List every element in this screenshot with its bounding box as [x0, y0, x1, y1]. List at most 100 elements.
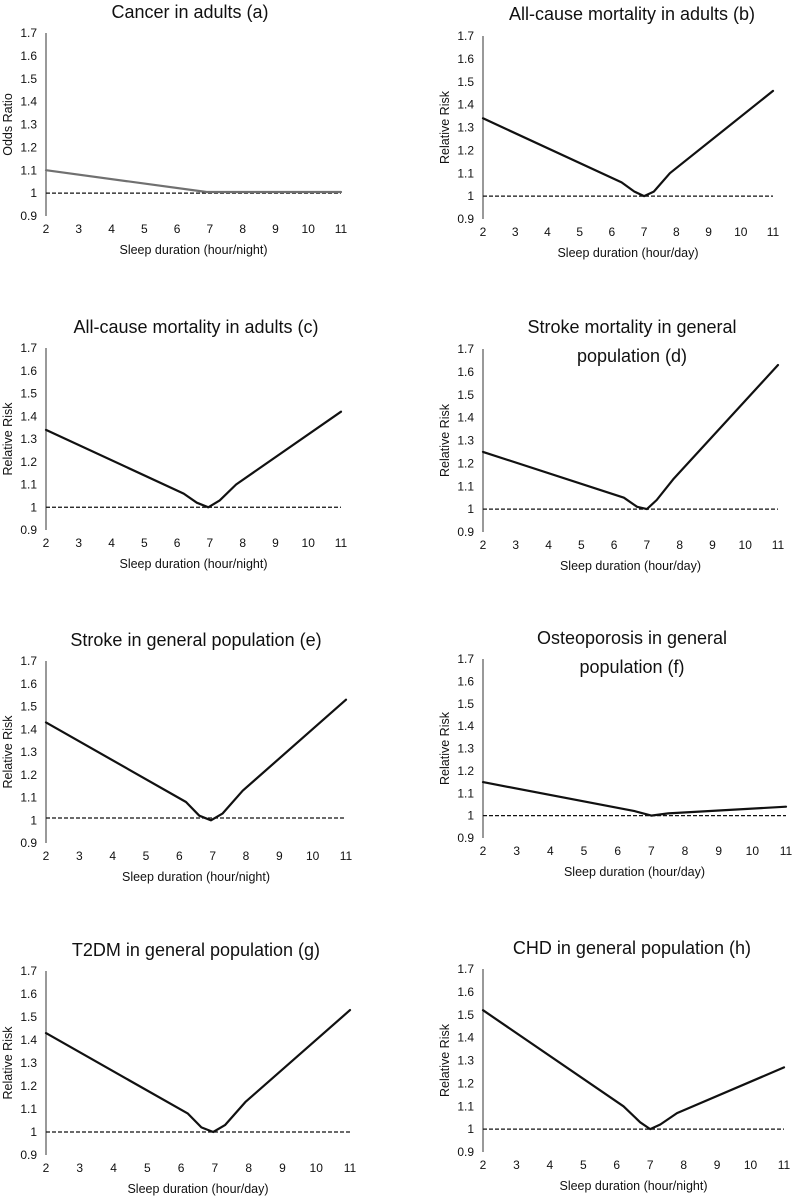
y-tick-label: 1.3	[20, 1056, 37, 1070]
series-line	[481, 1009, 786, 1131]
x-tick-label: 10	[744, 1158, 758, 1172]
y-tick-label: 1.3	[457, 742, 474, 756]
x-tick-label: 10	[310, 1161, 324, 1175]
x-tick-label: 10	[746, 844, 760, 858]
chart-panel-3: Stroke mortality in general population (d…	[438, 317, 785, 573]
x-tick-label: 7	[209, 849, 216, 863]
y-tick-label: 0.9	[20, 1148, 37, 1162]
y-tick-label: 1.2	[457, 456, 474, 470]
y-tick-label: 0.9	[20, 209, 37, 223]
x-axis-title: Sleep duration (hour/day)	[557, 246, 698, 260]
x-tick-label: 7	[648, 844, 655, 858]
x-tick-label: 2	[43, 1161, 50, 1175]
x-tick-label: 6	[609, 225, 616, 239]
x-tick-label: 8	[239, 536, 246, 550]
y-tick-label: 1.5	[457, 1008, 474, 1022]
y-tick-label: 1.7	[457, 342, 474, 356]
x-tick-label: 2	[480, 538, 487, 552]
x-tick-label: 2	[43, 536, 50, 550]
x-tick-label: 6	[176, 849, 183, 863]
y-tick-label: 1	[467, 189, 474, 203]
x-tick-label: 7	[212, 1161, 219, 1175]
x-tick-label: 10	[302, 536, 316, 550]
x-tick-label: 9	[272, 536, 279, 550]
chart-panel-0: Cancer in adults (a) 0.9 1 1.1 1.2 1.3 1.4 1.5 1…	[1, 2, 348, 257]
y-tick-label: 1	[30, 186, 37, 200]
chart-title: All-cause mortality in adults (c)	[73, 317, 318, 337]
y-tick-label: 1.1	[457, 479, 474, 493]
y-tick-label: 1.2	[20, 140, 37, 154]
y-tick-label: 1.1	[20, 478, 37, 492]
x-axis-title: Sleep duration (hour/day)	[560, 559, 701, 573]
x-tick-label: 3	[76, 1161, 83, 1175]
x-tick-label: 11	[344, 1161, 357, 1175]
x-tick-label: 7	[641, 225, 648, 239]
x-axis-title: Sleep duration (hour/night)	[119, 557, 267, 571]
y-tick-label: 1	[467, 1122, 474, 1136]
x-tick-label: 5	[143, 849, 150, 863]
series-line	[481, 363, 780, 511]
series-line	[481, 89, 775, 198]
y-axis-title: Relative Risk	[1, 402, 15, 476]
y-tick-label: 1	[467, 502, 474, 516]
x-tick-label: 2	[480, 225, 487, 239]
x-tick-label: 9	[715, 844, 722, 858]
y-tick-label: 1.4	[457, 411, 474, 425]
y-tick-label: 1.4	[20, 722, 37, 736]
x-tick-label: 9	[272, 222, 279, 236]
chart-panel-4: Stroke in general population (e) 0.9 1 1.1 1…	[1, 630, 353, 884]
x-tick-label: 4	[110, 1161, 117, 1175]
x-tick-label: 11	[335, 222, 348, 236]
y-tick-label: 1.7	[457, 962, 474, 976]
y-tick-label: 1.1	[20, 791, 37, 805]
x-tick-label: 8	[239, 222, 246, 236]
x-tick-label: 11	[772, 538, 785, 552]
x-tick-label: 4	[108, 536, 115, 550]
y-tick-label: 1.4	[20, 409, 37, 423]
y-axis-title: Odds Ratio	[1, 93, 15, 156]
y-tick-label: 1.5	[20, 387, 37, 401]
x-tick-label: 9	[276, 849, 283, 863]
y-axis-title: Relative Risk	[1, 1026, 15, 1100]
y-tick-label: 1.3	[457, 434, 474, 448]
y-tick-label: 1.5	[20, 700, 37, 714]
y-tick-label: 1.1	[457, 1099, 474, 1113]
x-tick-label: 3	[76, 849, 83, 863]
y-tick-label: 1	[30, 500, 37, 514]
x-tick-label: 10	[734, 225, 748, 239]
chart-title: Osteoporosis in general	[537, 628, 727, 648]
chart-panel-1: All-cause mortality in adults (b) 0.9 1 1.1…	[438, 4, 780, 260]
y-tick-label: 1.7	[457, 652, 474, 666]
x-tick-label: 5	[576, 225, 583, 239]
x-tick-label: 11	[335, 536, 348, 550]
x-tick-label: 5	[141, 536, 148, 550]
y-tick-label: 1.5	[457, 388, 474, 402]
x-tick-label: 3	[75, 222, 82, 236]
y-axis-title: Relative Risk	[438, 90, 452, 164]
chart-title: population (f)	[579, 657, 684, 677]
x-tick-label: 10	[306, 849, 320, 863]
y-axis-title: Relative Risk	[438, 711, 452, 785]
x-axis-title: Sleep duration (hour/day)	[127, 1182, 268, 1196]
y-tick-label: 1.5	[457, 75, 474, 89]
series-line	[481, 780, 788, 817]
y-axis-title: Relative Risk	[438, 1023, 452, 1097]
x-tick-label: 9	[279, 1161, 286, 1175]
y-tick-label: 1.1	[457, 166, 474, 180]
y-tick-label: 1.1	[20, 163, 37, 177]
y-tick-label: 1.3	[457, 1054, 474, 1068]
x-tick-label: 2	[43, 222, 50, 236]
y-tick-label: 1.6	[457, 674, 474, 688]
y-tick-label: 1.4	[457, 98, 474, 112]
x-tick-label: 4	[109, 849, 116, 863]
y-tick-label: 1.7	[20, 26, 37, 40]
y-tick-label: 1.2	[457, 143, 474, 157]
x-tick-label: 4	[547, 844, 554, 858]
y-tick-label: 1.7	[20, 964, 37, 978]
y-tick-label: 1.7	[20, 654, 37, 668]
x-axis-title: Sleep duration (hour/day)	[564, 865, 705, 879]
x-axis-title: Sleep duration (hour/night)	[119, 243, 267, 257]
x-tick-label: 6	[174, 222, 181, 236]
x-tick-label: 11	[340, 849, 353, 863]
